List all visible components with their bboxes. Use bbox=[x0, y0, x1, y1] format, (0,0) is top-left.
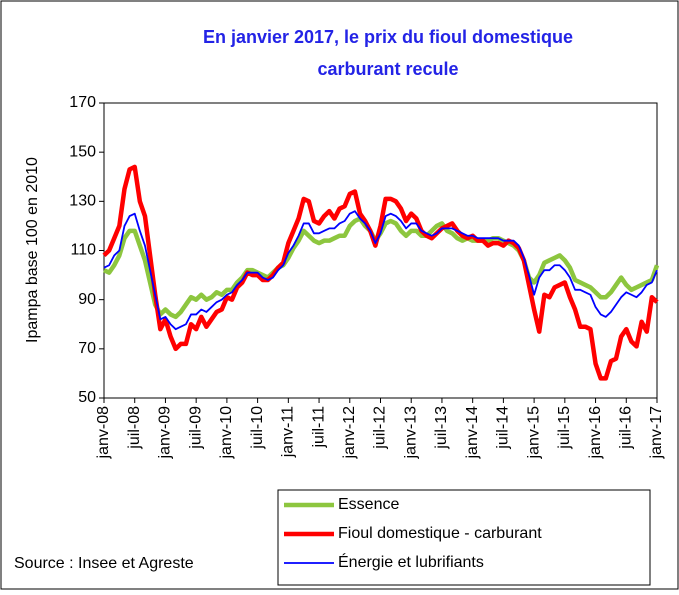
legend-box bbox=[277, 489, 651, 586]
x-tick-label: janv-10 bbox=[218, 406, 235, 460]
y-tick-label: 170 bbox=[69, 94, 96, 111]
x-tick-label: janv-16 bbox=[587, 406, 604, 460]
y-tick-label: 50 bbox=[78, 389, 96, 406]
x-tick-label: juil-11 bbox=[310, 406, 327, 449]
x-tick-label: juil-16 bbox=[617, 406, 634, 450]
x-tick-label: janv-12 bbox=[341, 406, 358, 460]
x-tick-label: janv-14 bbox=[464, 406, 481, 460]
x-tick-label: janv-11 bbox=[280, 406, 297, 458]
x-tick-label: janv-13 bbox=[402, 406, 419, 460]
x-tick-label: janv-17 bbox=[648, 406, 665, 460]
x-tick-label: juil-14 bbox=[495, 406, 512, 450]
source-note: Source : Insee et Agreste bbox=[14, 555, 194, 572]
x-tick-label: juil-13 bbox=[433, 406, 450, 450]
series-line bbox=[102, 164, 659, 381]
x-tick-label: janv-08 bbox=[95, 406, 112, 460]
x-tick-label: juil-10 bbox=[249, 406, 266, 450]
x-tick-label: juil-09 bbox=[187, 406, 204, 450]
chart-title: En janvier 2017, le prix du fioul domest… bbox=[203, 27, 573, 47]
y-tick-label: 150 bbox=[69, 143, 96, 160]
series-line bbox=[103, 210, 658, 331]
y-axis-label: Ipampa base 100 en 2010 bbox=[24, 157, 41, 343]
y-tick-label: 110 bbox=[70, 242, 96, 259]
y-tick-label: 90 bbox=[78, 291, 96, 308]
legend-label: Fioul domestique - carburant bbox=[338, 525, 542, 542]
x-tick-label: juil-12 bbox=[372, 406, 389, 450]
y-tick-label: 130 bbox=[69, 193, 96, 210]
legend-label: Énergie et lubrifiants bbox=[338, 552, 484, 571]
chart-title: carburant recule bbox=[317, 59, 458, 79]
x-tick-label: juil-08 bbox=[126, 406, 143, 450]
x-tick-label: juil-15 bbox=[556, 406, 573, 450]
y-tick-label: 70 bbox=[78, 340, 96, 357]
x-tick-label: janv-09 bbox=[157, 406, 174, 460]
legend-label: Essence bbox=[338, 496, 399, 513]
x-tick-label: janv-15 bbox=[525, 406, 542, 460]
